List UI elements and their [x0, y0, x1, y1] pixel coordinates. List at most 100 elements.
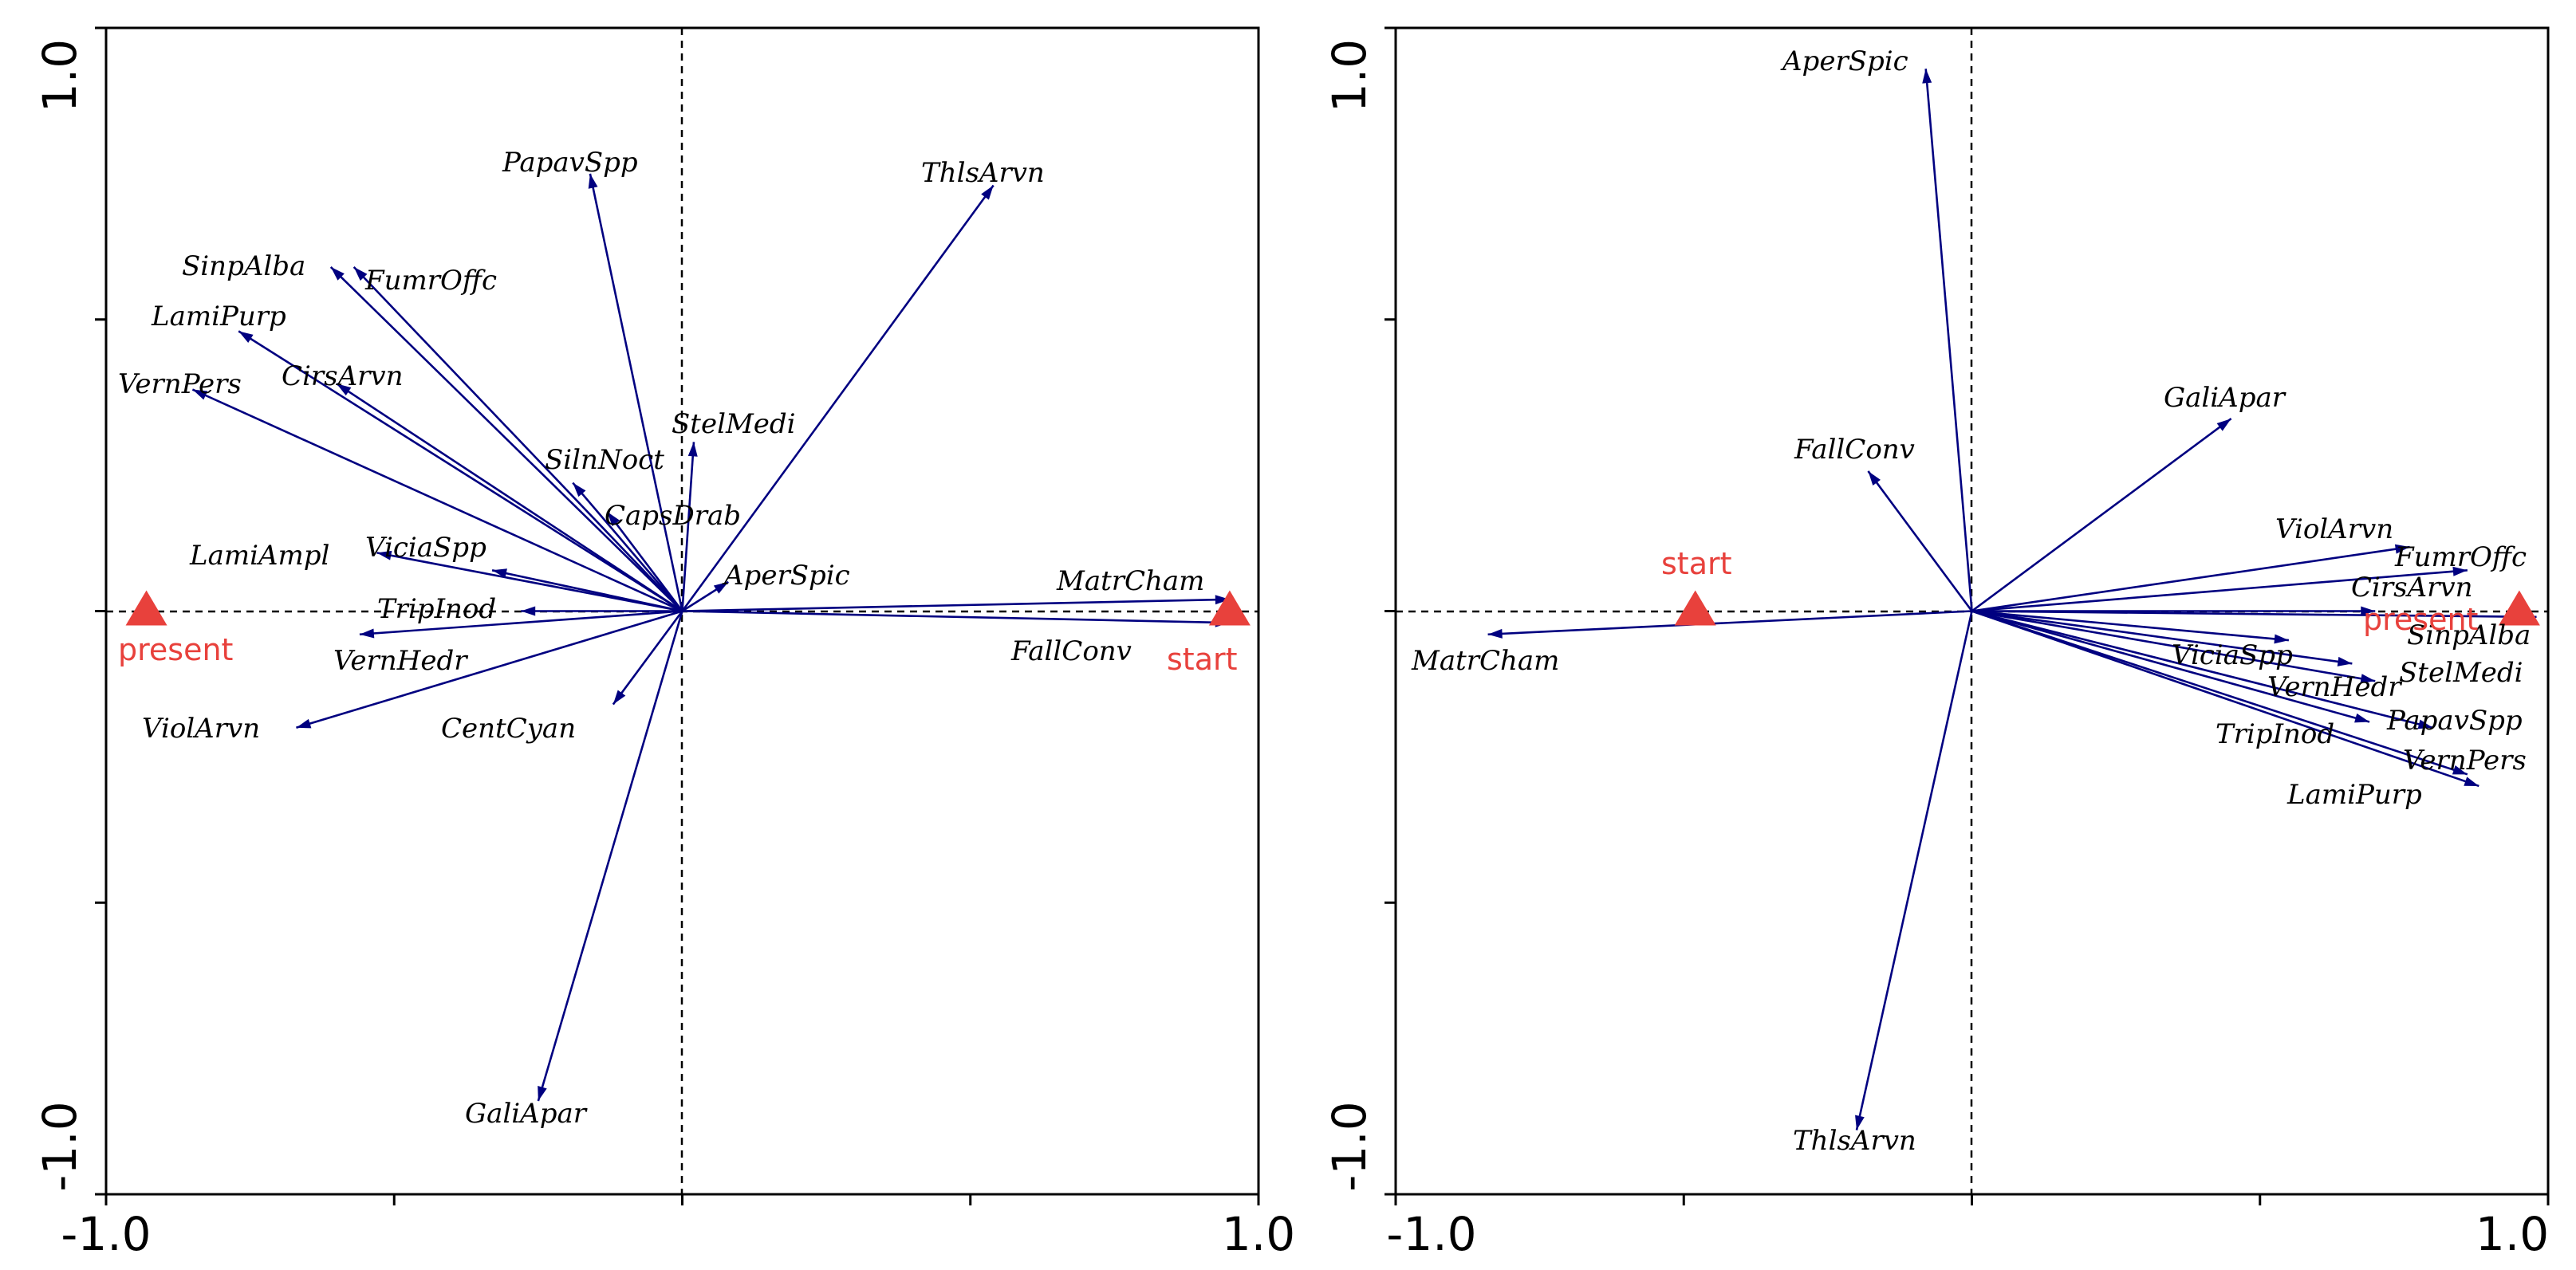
arrow-shaft-PapavSpp — [1971, 610, 2433, 729]
species-label: VernHedr — [333, 645, 468, 677]
species-label: TripInod — [2216, 718, 2334, 750]
arrow-shaft-FumrOffc — [1971, 568, 2468, 612]
arrow-shaft-GaliApar — [537, 611, 683, 1102]
arrow-shaft-MatrCham — [1487, 610, 1972, 636]
species-label: SilnNoct — [545, 444, 664, 476]
sample-marker-start — [1208, 590, 1251, 626]
species-labels: AperSpic GaliApar FallConv ViolArvn Fumr… — [1411, 45, 2531, 1157]
arrow-shaft-StelMedi — [681, 442, 695, 611]
x-tick-label-min: -1.0 — [1386, 1207, 1476, 1261]
arrow-head-LamiAmpl — [376, 550, 392, 560]
species-arrows — [191, 173, 1230, 1102]
arrow-shaft-ThlsArvn — [681, 184, 995, 612]
arrow-shaft-LamiPurp — [238, 330, 683, 612]
arrow-shaft-VernPers — [1971, 610, 2468, 776]
species-label: ViolArvn — [2275, 513, 2393, 545]
species-label: SinpAlba — [2407, 619, 2531, 651]
arrow-head-ViciaSpp — [2274, 634, 2289, 644]
sample-label-start: start — [1167, 642, 1238, 677]
arrow-head-ThlsArvn — [1855, 1115, 1865, 1130]
sample-marker-start — [1674, 590, 1716, 626]
arrow-head-StelMedi — [687, 442, 698, 457]
species-label: AperSpic — [1780, 45, 1908, 77]
arrow-shaft-TripInod — [1971, 610, 2370, 723]
species-label: AperSpic — [722, 560, 850, 592]
arrow-shaft-ViciaSpp — [1971, 610, 2289, 642]
arrow-head-SilnNoct — [573, 482, 586, 497]
x-tick-label-max: 1.0 — [2476, 1207, 2549, 1261]
left-biplot: PapavSpp ThlsArvn SinpAlba FumrOffc Lami… — [33, 26, 1295, 1261]
arrow-head-ViciaSpp — [492, 568, 507, 578]
species-label: GaliApar — [2164, 382, 2286, 414]
arrow-shaft-FallConv — [1867, 470, 1973, 612]
arrow-shaft-VernHedr — [1971, 610, 2376, 682]
arrow-head-CapsBrsp — [607, 512, 620, 527]
arrow-head-CentCyan — [612, 690, 626, 705]
arrow-head-GaliApar — [2216, 419, 2231, 431]
species-label: CapsDrab — [605, 500, 741, 532]
sample-markers — [1674, 590, 2540, 626]
arrow-shaft-SinpAlba — [329, 265, 683, 612]
arrow-shaft-LamiAmpl — [376, 552, 683, 612]
right-biplot: AperSpic GaliApar FallConv ViolArvn Fumr… — [1322, 26, 2550, 1261]
arrow-head-AperSpic — [713, 581, 729, 594]
arrow-shaft-AperSpic — [1924, 69, 1973, 611]
y-tick-label-min: -1.0 — [33, 1101, 87, 1191]
species-label: CirsArvn — [282, 360, 404, 392]
species-label: VernPers — [118, 368, 242, 400]
arrow-head-VernPers — [2452, 765, 2468, 775]
arrow-shaft-VernHedr — [359, 610, 683, 636]
species-label: LamiPurp — [151, 301, 286, 332]
y-tick-label-min: -1.0 — [1322, 1101, 1377, 1191]
arrow-head-VernHedr — [359, 628, 375, 639]
species-label: FallConv — [1010, 635, 1132, 667]
species-label: ViciaSpp — [365, 532, 486, 564]
arrow-head-MatrCham — [1215, 595, 1230, 605]
species-label: ViciaSpp — [2172, 639, 2293, 671]
species-label: VernPers — [2403, 745, 2527, 777]
species-label: ThlsArvn — [921, 157, 1045, 189]
arrow-head-TripInod — [2354, 713, 2370, 723]
arrow-shaft-VernPers — [191, 388, 683, 612]
arrow-shaft-StelMedi — [1971, 610, 2353, 665]
arrow-shaft-ViolArvn — [296, 610, 683, 729]
arrow-shaft-CirsArvn — [336, 383, 683, 612]
sample-labels: present start — [118, 632, 1238, 677]
arrow-head-LamiPurp — [2464, 777, 2479, 786]
species-label: LamiPurp — [2286, 779, 2422, 811]
arrow-shaft-ViciaSpp — [491, 569, 683, 612]
arrow-head-PapavSpp — [2417, 719, 2433, 729]
sample-label-start: start — [1661, 546, 1732, 581]
arrow-shaft-FumrOffc — [353, 266, 683, 612]
species-label: TripInod — [377, 593, 496, 625]
y-tick-label-max: 1.0 — [1322, 39, 1377, 112]
arrow-shaft-SinpAlba — [1971, 610, 2537, 619]
arrow-head-CirsArvn — [2361, 606, 2376, 616]
species-label: ThlsArvn — [1793, 1125, 1916, 1157]
species-label: StelMedi — [2399, 657, 2523, 689]
arrow-head-ThlsArvn — [981, 185, 994, 200]
y-tick-label-max: 1.0 — [33, 39, 87, 112]
arrow-shaft-SilnNoct — [572, 482, 683, 612]
axis-ticks — [1385, 26, 2550, 1205]
arrow-shaft-CapsBrsp — [606, 511, 683, 612]
species-label: CentCyan — [441, 713, 576, 745]
species-label: PapavSpp — [502, 147, 638, 179]
arrow-shaft-FallConv — [682, 610, 1230, 624]
species-label: FumrOffc — [2394, 541, 2527, 573]
species-label: MatrCham — [1056, 565, 1204, 597]
species-label: CirsArvn — [2351, 572, 2473, 604]
arrow-shaft-ThlsArvn — [1855, 611, 1973, 1130]
arrow-head-GaliApar — [538, 1085, 547, 1101]
arrow-head-VernHedr — [2360, 674, 2376, 684]
arrow-shaft-LamiPurp — [1971, 610, 2479, 788]
sample-label-present: present — [118, 632, 233, 667]
tick-labels: -1.0 1.0 1.0 -1.0 — [1322, 39, 2549, 1261]
arrow-shaft-ViolArvn — [1971, 545, 2410, 612]
arrow-head-VernPers — [192, 389, 208, 400]
species-labels: PapavSpp ThlsArvn SinpAlba FumrOffc Lami… — [118, 147, 1204, 1130]
sample-marker-present — [2498, 590, 2540, 626]
sample-labels: start present — [1661, 546, 2478, 637]
arrow-shaft-CentCyan — [612, 610, 683, 706]
